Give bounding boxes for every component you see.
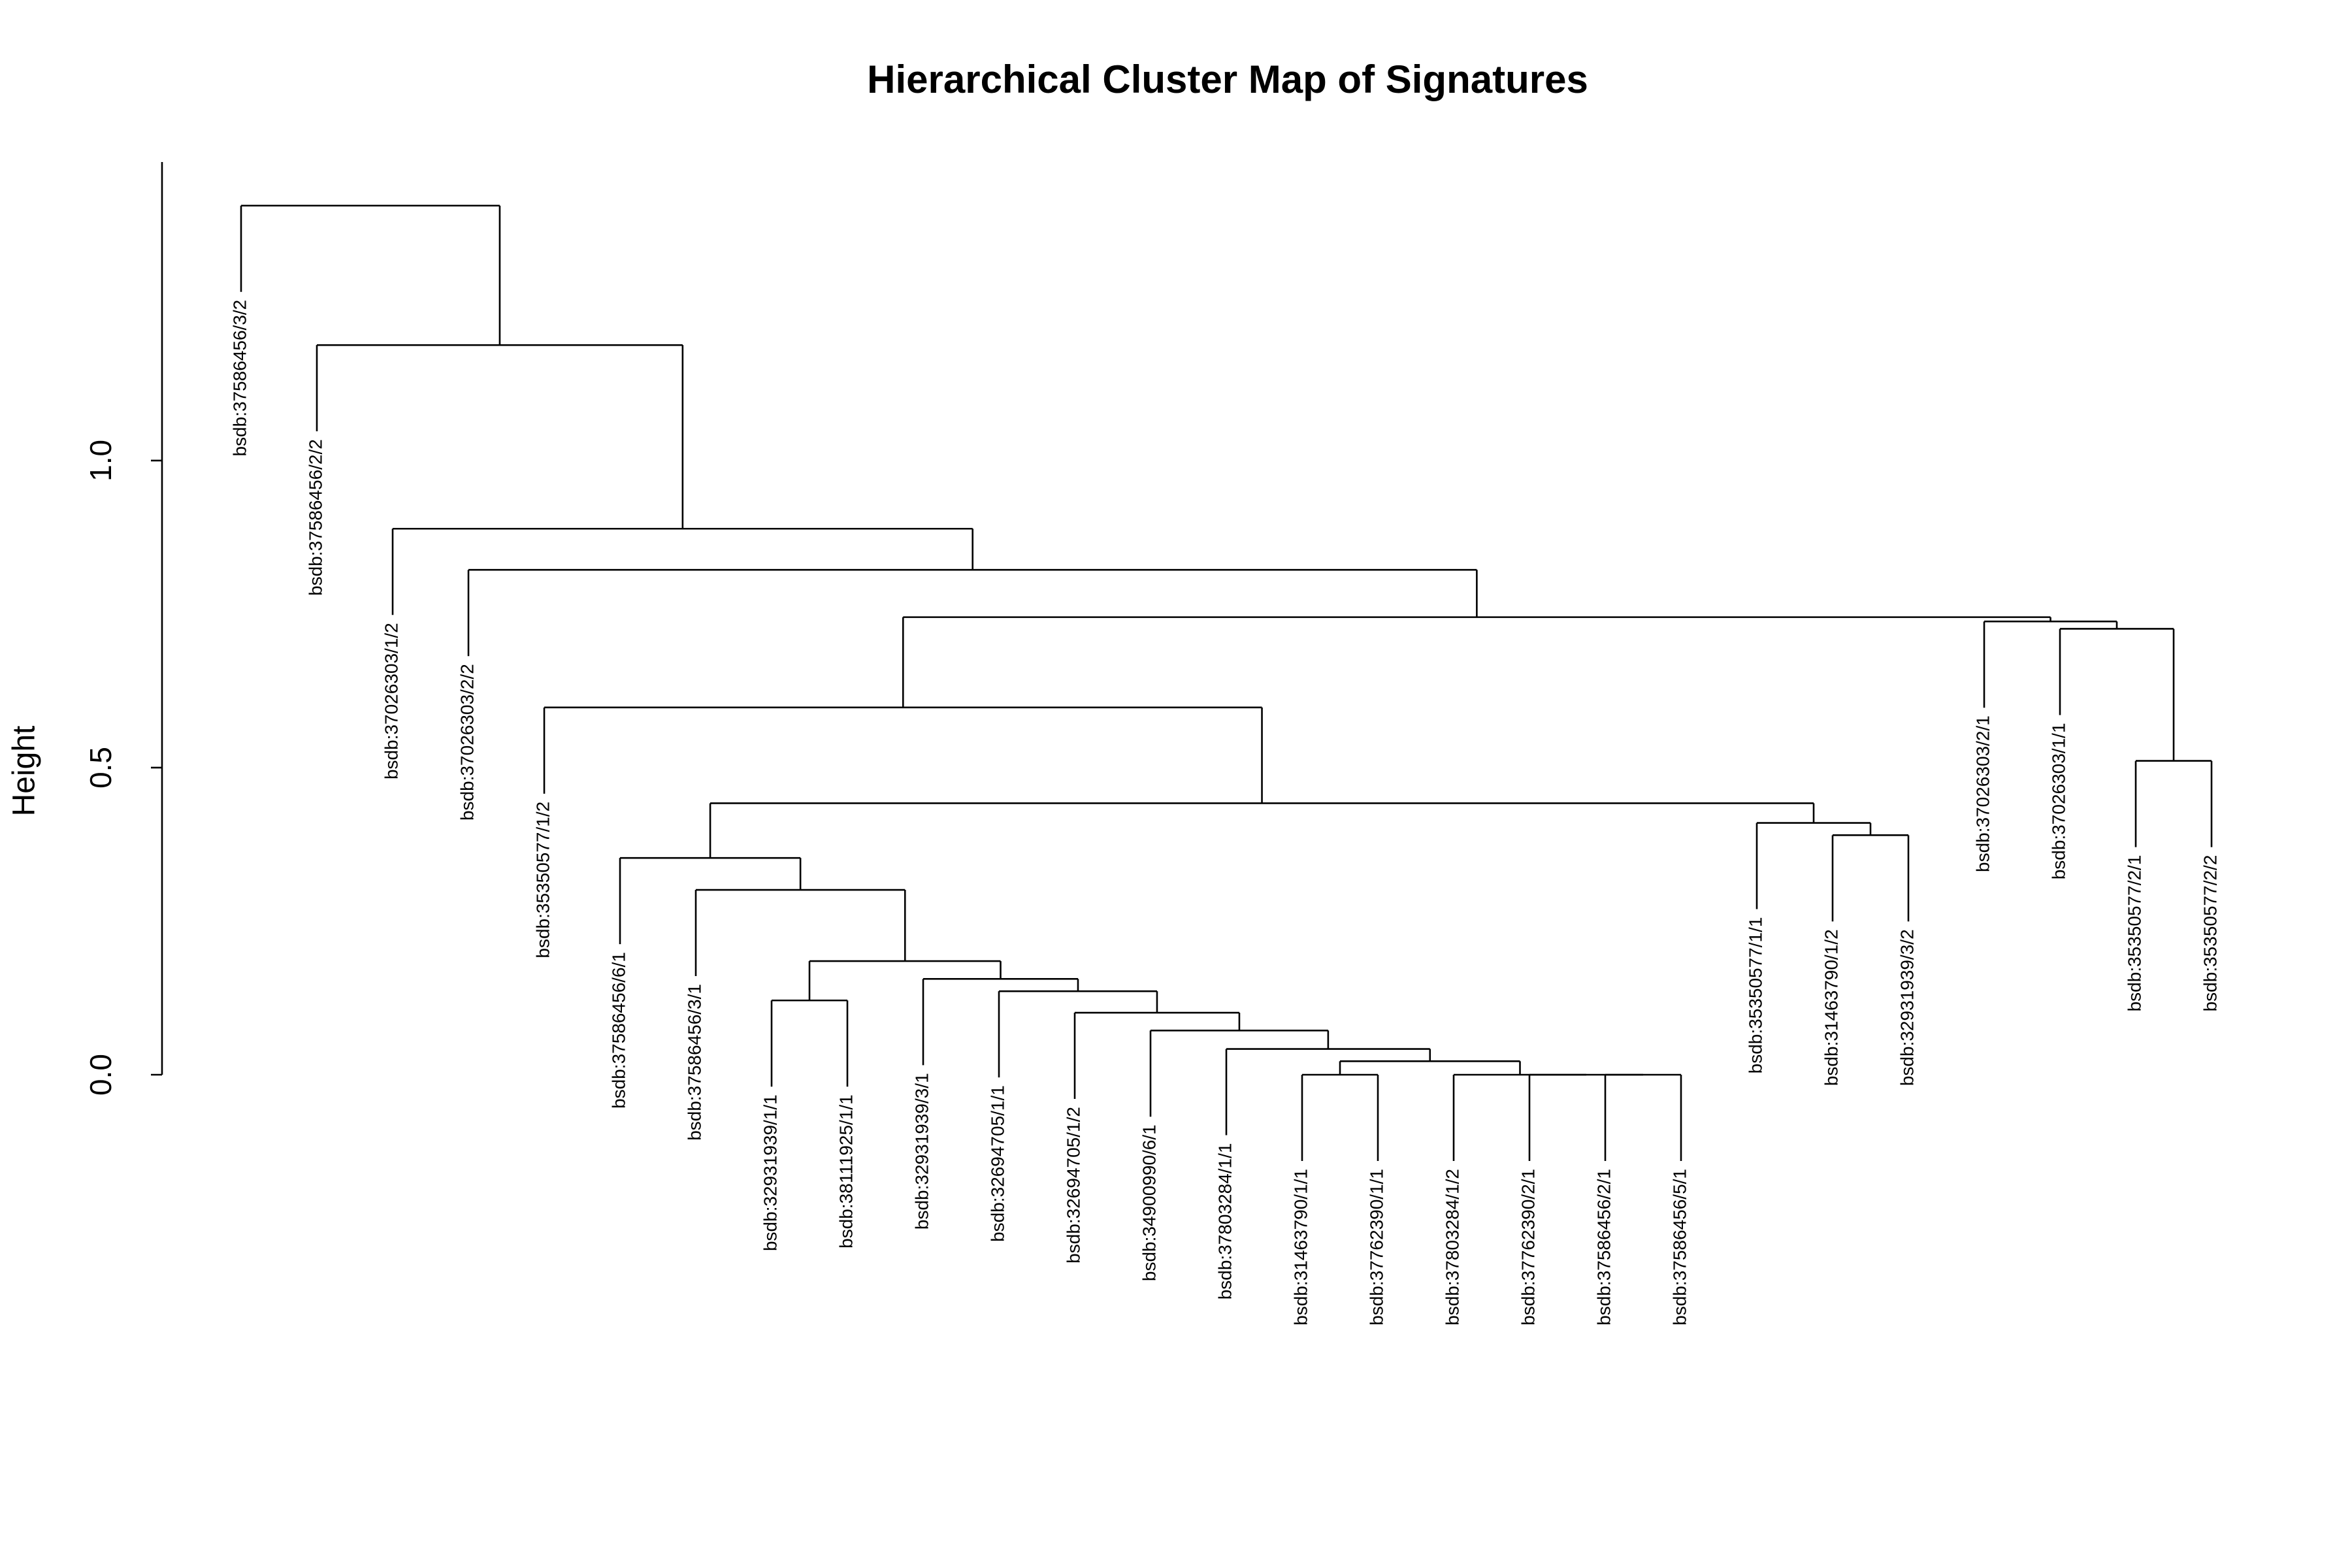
- leaf-label: bsdb:37803284/1/2: [1442, 1169, 1462, 1326]
- leaf-label: bsdb:37586456/2/2: [305, 439, 325, 596]
- leaf-label: bsdb:37586456/3/2: [229, 300, 250, 457]
- leaf-label: bsdb:37762390/2/1: [1518, 1169, 1538, 1326]
- y-axis-label: Height: [7, 726, 42, 817]
- leaf-label: bsdb:37586456/2/1: [1593, 1169, 1614, 1326]
- leaf-label: bsdb:37803284/1/1: [1215, 1143, 1235, 1300]
- leaf-label: bsdb:35350577/1/1: [1745, 917, 1765, 1074]
- y-tick-label: 0.0: [84, 1054, 118, 1096]
- leaf-label: bsdb:32694705/1/2: [1063, 1107, 1083, 1264]
- leaf-label: bsdb:32694705/1/1: [987, 1085, 1007, 1242]
- leaf-label: bsdb:37762390/1/1: [1366, 1169, 1386, 1326]
- y-tick-label: 0.5: [84, 747, 118, 789]
- leaf-label: bsdb:37586456/3/1: [684, 984, 704, 1141]
- leaf-label: bsdb:38111925/1/1: [836, 1094, 856, 1249]
- leaf-label: bsdb:35350577/2/1: [2124, 855, 2144, 1012]
- leaf-label: bsdb:34900990/6/1: [1139, 1124, 1159, 1281]
- leaf-label: bsdb:31463790/1/1: [1290, 1169, 1311, 1326]
- leaf-label: bsdb:37026303/2/2: [457, 664, 477, 821]
- chart-title: Hierarchical Cluster Map of Signatures: [867, 57, 1588, 101]
- y-tick-label: 1.0: [84, 440, 118, 482]
- leaf-label: bsdb:37026303/2/1: [1972, 715, 1993, 872]
- leaf-label: bsdb:31463790/1/2: [1821, 929, 1841, 1086]
- leaf-label: bsdb:37586456/6/1: [608, 952, 629, 1109]
- leaf-label: bsdb:35350577/1/2: [532, 802, 553, 958]
- leaf-label: bsdb:32931939/1/1: [760, 1094, 780, 1251]
- leaf-label: bsdb:32931939/3/2: [1897, 929, 1917, 1086]
- leaf-label: bsdb:37026303/1/2: [381, 623, 401, 779]
- leaf-label: bsdb:37026303/1/1: [2048, 723, 2068, 879]
- leaf-label: bsdb:37586456/5/1: [1669, 1169, 1690, 1326]
- leaf-label: bsdb:35350577/2/2: [2200, 855, 2220, 1012]
- leaf-label: bsdb:32931939/3/1: [911, 1073, 932, 1230]
